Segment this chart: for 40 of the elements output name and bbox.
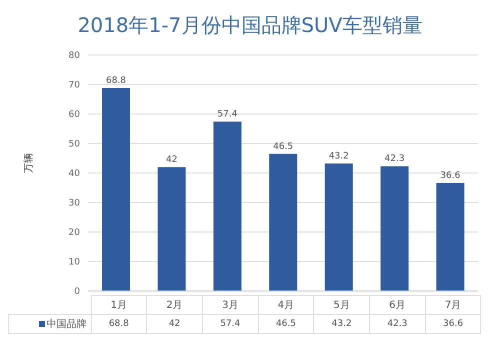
chart-title: 2018年1-7月份中国品牌SUV车型销量 xyxy=(76,12,424,39)
data-label: 42 xyxy=(166,155,178,166)
y-tick-label: 40 xyxy=(68,169,80,180)
x-tick-label: 6月 xyxy=(370,296,426,314)
data-label: 68.8 xyxy=(106,76,126,86)
bar xyxy=(213,122,242,291)
x-tick-label: 5月 xyxy=(314,296,370,314)
data-label: 36.6 xyxy=(440,171,461,182)
data-label: 57.4 xyxy=(217,110,238,120)
x-tick-label: 4月 xyxy=(258,296,314,314)
text: 42 xyxy=(146,314,202,334)
y-tick-label: 80 xyxy=(68,51,80,62)
y-tick-label: 50 xyxy=(68,140,80,150)
x-tick-label: 2月 xyxy=(146,296,202,314)
data-label: 46.5 xyxy=(273,142,294,152)
bar xyxy=(158,167,186,291)
bar xyxy=(269,154,298,291)
text: 46.5 xyxy=(258,314,314,334)
y-tick-label: 0 xyxy=(74,287,80,298)
y-tick-label: 20 xyxy=(68,228,80,238)
data-label: 43.2 xyxy=(328,152,349,162)
y-tick-label: 70 xyxy=(68,80,80,91)
x-tick-label: 3月 xyxy=(202,296,258,314)
text: 68.8 xyxy=(91,314,147,334)
bar xyxy=(436,183,464,291)
y-tick-label: 10 xyxy=(68,258,80,268)
y-axis-title: 万辆 xyxy=(22,153,35,173)
y-tick-label: 60 xyxy=(68,110,80,120)
bar xyxy=(102,88,130,291)
text: 36.6 xyxy=(425,314,481,334)
text: 43.2 xyxy=(314,314,370,334)
bar xyxy=(380,166,409,291)
data-label: 42.3 xyxy=(384,154,405,164)
y-tick-label: 30 xyxy=(68,198,80,209)
text: 57.4 xyxy=(202,314,258,334)
x-tick-label: 1月 xyxy=(91,296,147,314)
text: 42.3 xyxy=(370,314,426,334)
bar xyxy=(324,164,353,291)
legend-label: 中国品牌 xyxy=(8,314,91,334)
x-tick-label: 7月 xyxy=(425,296,481,314)
